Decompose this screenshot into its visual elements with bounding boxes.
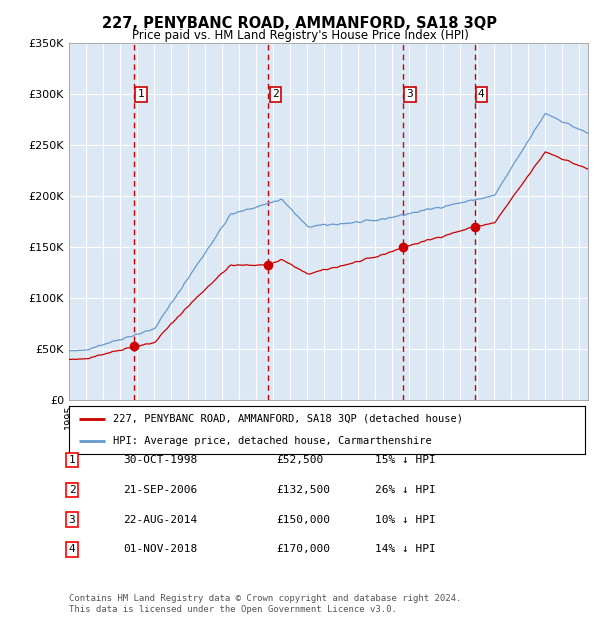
Text: Contains HM Land Registry data © Crown copyright and database right 2024.
This d: Contains HM Land Registry data © Crown c… xyxy=(69,595,461,614)
Text: £170,000: £170,000 xyxy=(276,544,330,554)
Text: Price paid vs. HM Land Registry's House Price Index (HPI): Price paid vs. HM Land Registry's House … xyxy=(131,29,469,42)
Text: 2: 2 xyxy=(68,485,76,495)
Text: £52,500: £52,500 xyxy=(276,455,323,465)
Text: 4: 4 xyxy=(478,89,485,99)
Text: 227, PENYBANC ROAD, AMMANFORD, SA18 3QP (detached house): 227, PENYBANC ROAD, AMMANFORD, SA18 3QP … xyxy=(113,414,463,424)
Text: 1: 1 xyxy=(137,89,145,99)
Text: 14% ↓ HPI: 14% ↓ HPI xyxy=(375,544,436,554)
Text: £150,000: £150,000 xyxy=(276,515,330,525)
Text: 2: 2 xyxy=(272,89,278,99)
Text: 4: 4 xyxy=(68,544,76,554)
Text: 10% ↓ HPI: 10% ↓ HPI xyxy=(375,515,436,525)
Text: 3: 3 xyxy=(68,515,76,525)
Text: 21-SEP-2006: 21-SEP-2006 xyxy=(123,485,197,495)
Text: 01-NOV-2018: 01-NOV-2018 xyxy=(123,544,197,554)
Text: 15% ↓ HPI: 15% ↓ HPI xyxy=(375,455,436,465)
Text: 30-OCT-1998: 30-OCT-1998 xyxy=(123,455,197,465)
Text: 22-AUG-2014: 22-AUG-2014 xyxy=(123,515,197,525)
Text: 227, PENYBANC ROAD, AMMANFORD, SA18 3QP: 227, PENYBANC ROAD, AMMANFORD, SA18 3QP xyxy=(103,16,497,30)
Bar xyxy=(134,43,475,400)
Text: 1: 1 xyxy=(68,455,76,465)
Text: HPI: Average price, detached house, Carmarthenshire: HPI: Average price, detached house, Carm… xyxy=(113,436,431,446)
Text: 3: 3 xyxy=(407,89,413,99)
Text: 26% ↓ HPI: 26% ↓ HPI xyxy=(375,485,436,495)
Text: £132,500: £132,500 xyxy=(276,485,330,495)
